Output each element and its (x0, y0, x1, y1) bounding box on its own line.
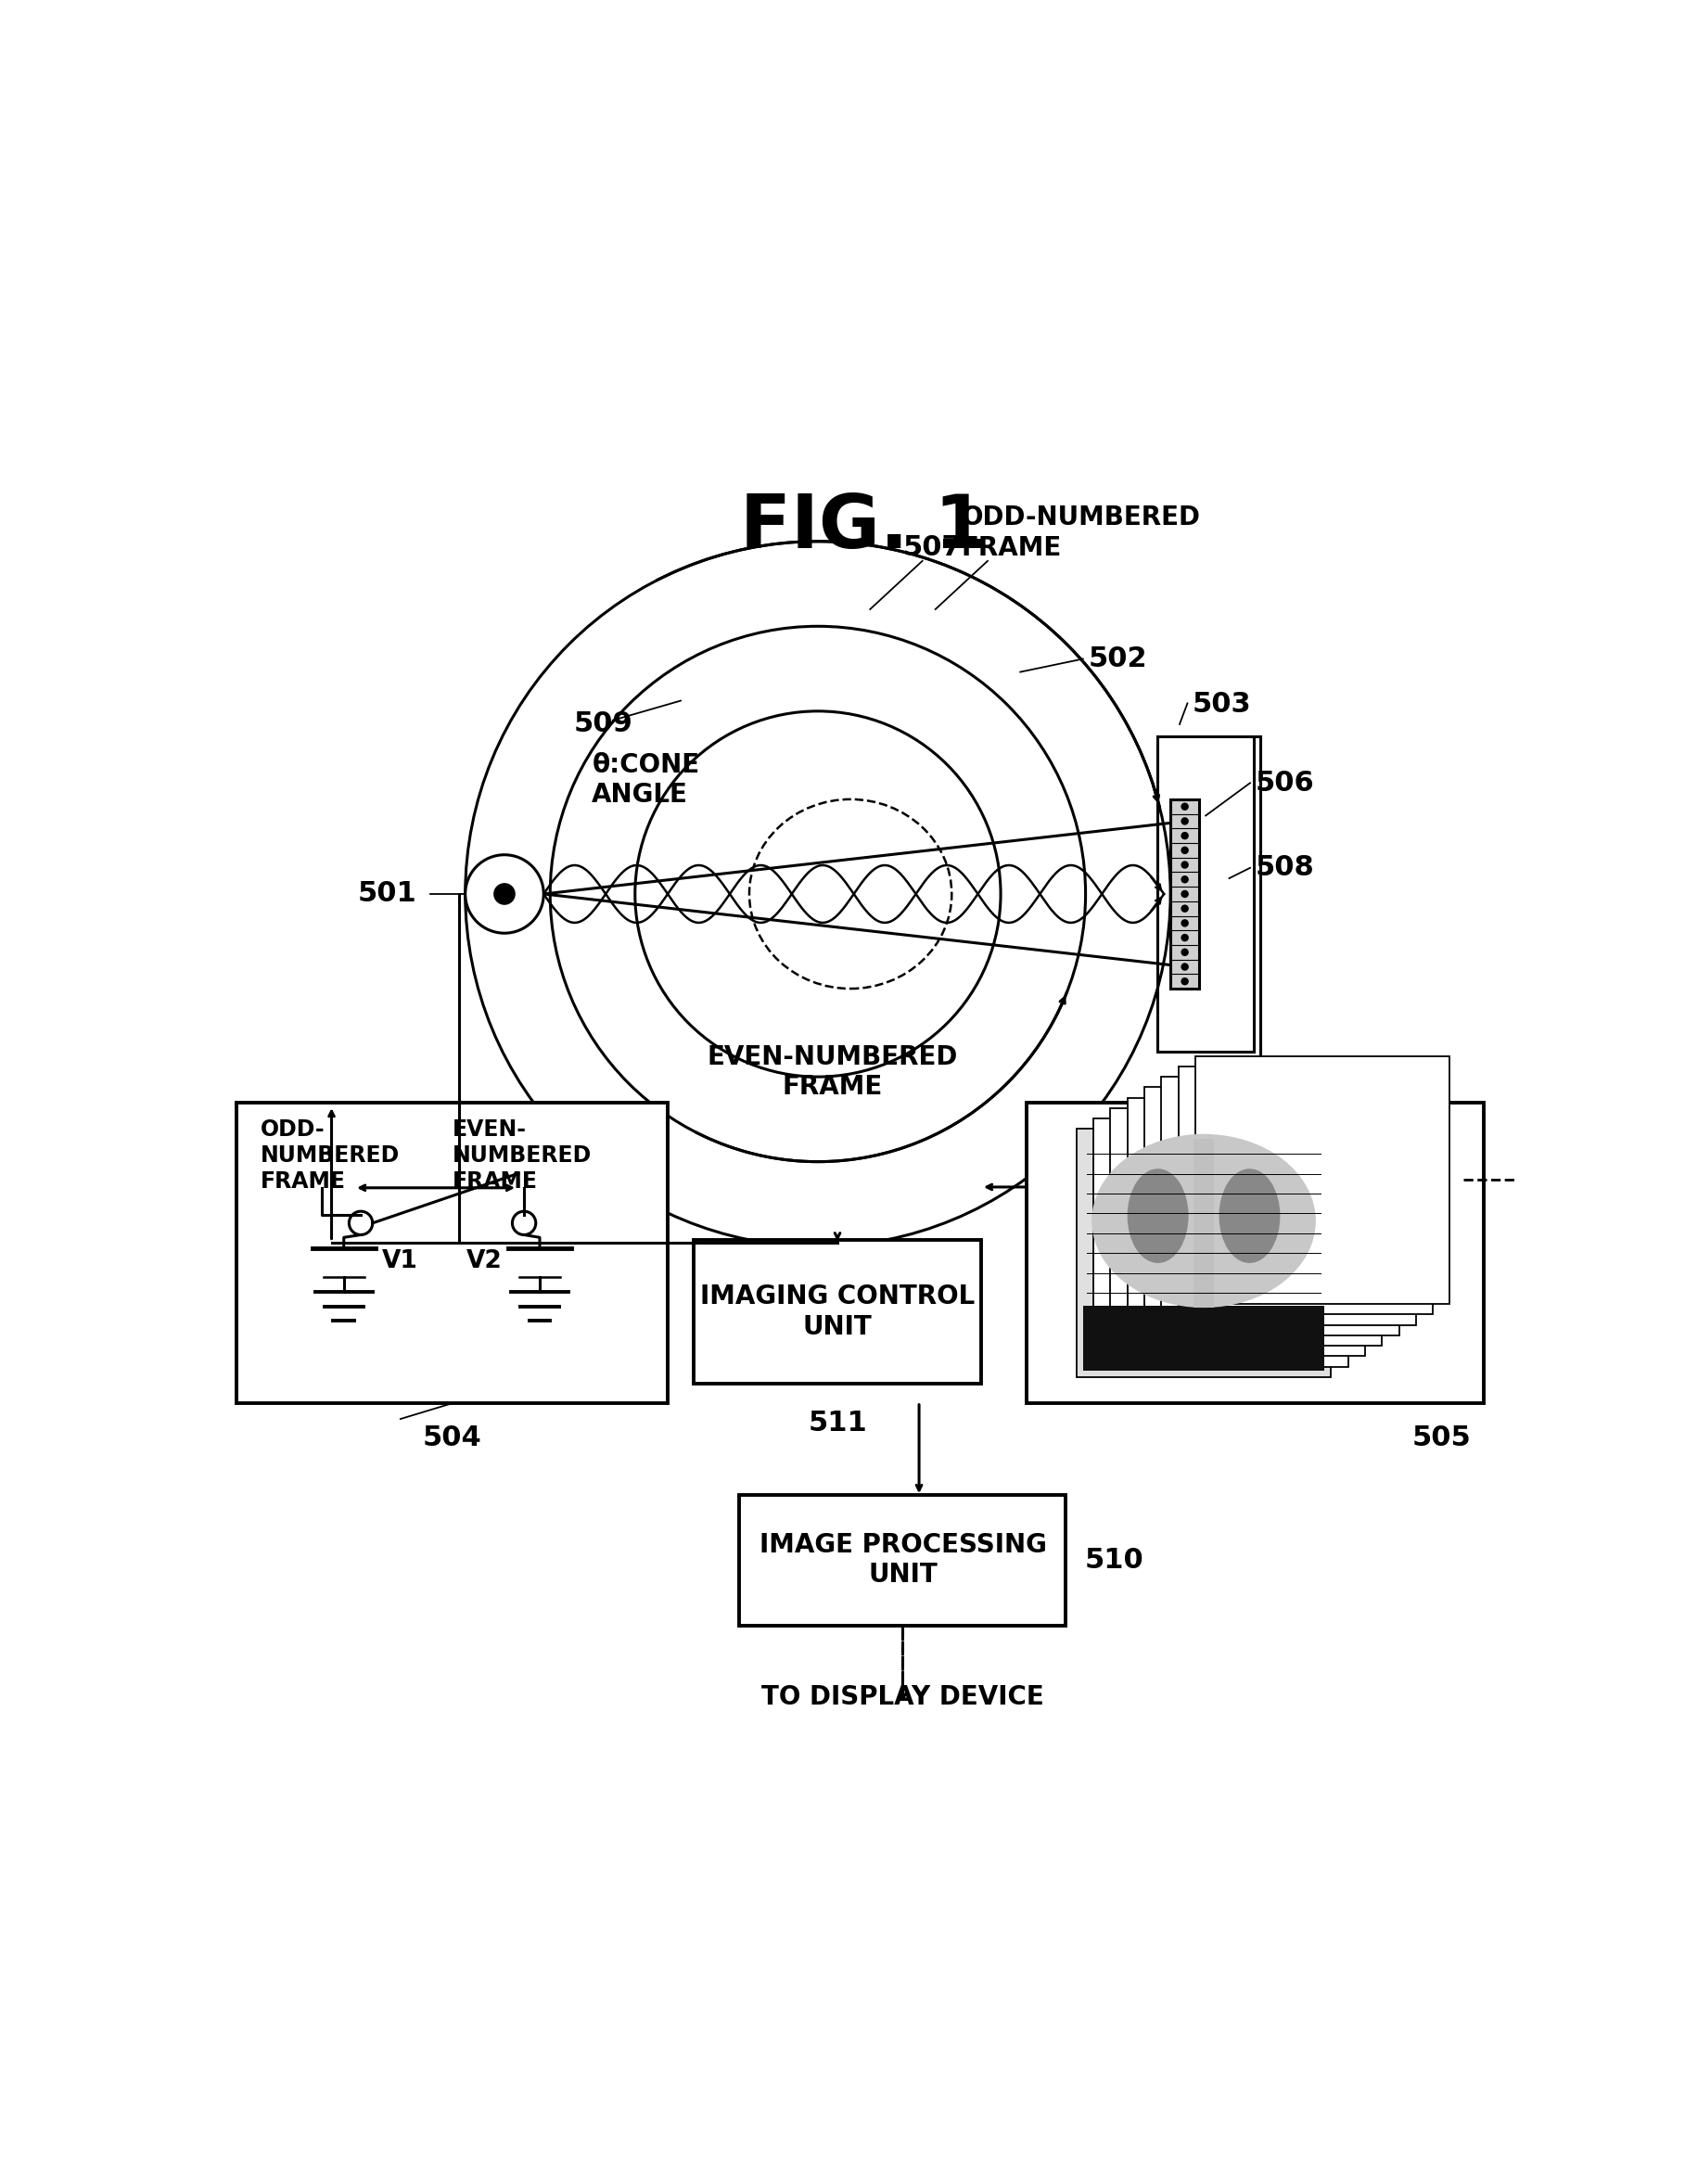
Text: V1: V1 (382, 1249, 418, 1273)
Text: 505: 505 (1412, 1424, 1471, 1450)
Ellipse shape (1127, 1168, 1188, 1262)
Circle shape (1181, 847, 1188, 854)
Bar (1193, 1140, 1213, 1308)
Circle shape (1181, 935, 1188, 941)
Bar (1161, 1077, 1415, 1326)
Text: 504: 504 (423, 1424, 482, 1450)
Bar (1144, 1088, 1399, 1334)
Text: EVEN-
NUMBERED
FRAME: EVEN- NUMBERED FRAME (452, 1118, 591, 1192)
Text: TO DISPLAY DEVICE: TO DISPLAY DEVICE (762, 1684, 1045, 1710)
Circle shape (1181, 832, 1188, 839)
Bar (1026, 1103, 1484, 1404)
Text: EVEN-NUMBERED
FRAME: EVEN-NUMBERED FRAME (706, 1044, 957, 1101)
Circle shape (1181, 919, 1188, 926)
Bar (1110, 1107, 1365, 1356)
Circle shape (1181, 876, 1188, 882)
Text: 503: 503 (1193, 690, 1252, 719)
Circle shape (1181, 860, 1188, 869)
Ellipse shape (1092, 1133, 1316, 1308)
Text: IMAGE PROCESSING
UNIT: IMAGE PROCESSING UNIT (758, 1531, 1046, 1588)
Bar (1077, 1129, 1331, 1378)
Circle shape (1181, 978, 1188, 985)
Bar (1171, 799, 1200, 989)
Text: 510: 510 (1083, 1546, 1144, 1572)
Text: ODD-NUMBERED
FRAME: ODD-NUMBERED FRAME (962, 505, 1201, 561)
Bar (1158, 736, 1254, 1051)
Circle shape (494, 882, 516, 904)
Bar (1178, 1066, 1432, 1315)
Bar (1083, 1306, 1324, 1372)
Circle shape (465, 854, 544, 933)
Text: FIG. 1: FIG. 1 (740, 491, 987, 563)
Circle shape (1181, 891, 1188, 898)
Text: 511: 511 (807, 1411, 868, 1437)
Circle shape (1181, 904, 1188, 913)
Circle shape (1181, 948, 1188, 957)
Bar (694, 1241, 981, 1385)
Text: 509: 509 (573, 710, 634, 738)
Text: 502: 502 (1089, 646, 1147, 673)
Text: 506: 506 (1255, 769, 1314, 797)
Bar (1094, 1118, 1348, 1367)
Bar (1127, 1099, 1382, 1345)
Text: IMAGING CONTROL
UNIT: IMAGING CONTROL UNIT (699, 1284, 976, 1339)
Text: 508: 508 (1255, 854, 1314, 882)
Circle shape (1181, 817, 1188, 826)
Text: 501: 501 (357, 880, 416, 906)
Circle shape (1181, 804, 1188, 810)
Circle shape (1181, 963, 1188, 970)
Ellipse shape (1218, 1168, 1281, 1262)
Bar (740, 1494, 1067, 1625)
Text: 507: 507 (903, 535, 962, 561)
Text: θ:CONE
ANGLE: θ:CONE ANGLE (591, 751, 699, 808)
Bar (1195, 1055, 1449, 1304)
Text: V2: V2 (465, 1249, 502, 1273)
Text: ODD-
NUMBERED
FRAME: ODD- NUMBERED FRAME (259, 1118, 399, 1192)
Bar (236, 1103, 667, 1404)
